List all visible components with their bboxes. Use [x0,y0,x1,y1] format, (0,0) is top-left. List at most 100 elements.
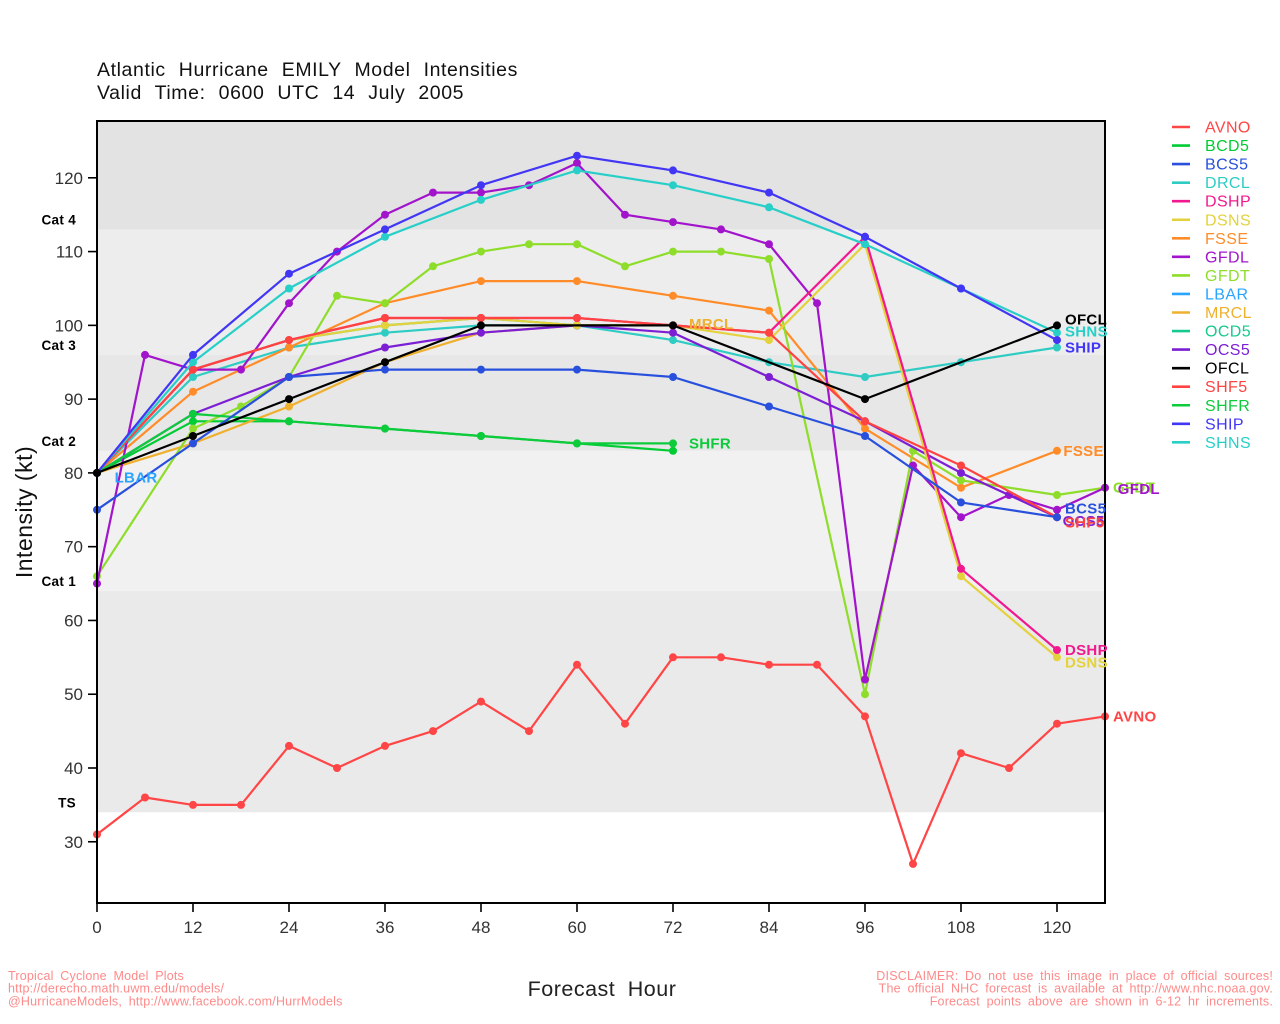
series-AVNO-point [237,800,245,809]
legend-label-DRCL: DRCL [1205,175,1250,192]
series-DRCL-point [861,373,869,381]
model-label-OCS5: OCS5 [1063,513,1105,530]
series-AVNO-point [1005,764,1013,772]
series-SHF5-point [381,314,389,322]
legend-item-OFCL: OFCL [1172,361,1249,378]
legend-item-DSNS: DSNS [1172,212,1251,229]
series-OFCL-point [189,432,197,440]
series-SHFR-point [477,432,485,440]
legend-item-BCD5: BCD5 [1172,138,1249,155]
series-MRCL-point [285,402,293,411]
plot-frame [96,120,1106,904]
legend-item-SHFR: SHFR [1172,398,1250,415]
legend-label-OCS5: OCS5 [1205,342,1250,359]
legend-label-FSSE: FSSE [1205,231,1248,248]
legend-label-BCD5: BCD5 [1205,138,1249,155]
series-OCS5-point [765,373,773,381]
series-FSSE-point [189,387,197,396]
series-GFDL-point [429,188,437,197]
series-AVNO-line [96,656,1106,865]
legend-label-DSNS: DSNS [1205,212,1251,229]
series-SHF5-point [477,314,485,322]
model-label-SHIP: SHIP [1065,339,1101,356]
y-axis-label: Intensity (kt) [11,446,37,578]
series-SHNS-point [189,358,197,367]
series-DSNS-point [765,336,773,345]
series-OCS5-point [381,343,389,352]
series-GFDL-point [957,513,965,522]
legend-item-AVNO: AVNO [1172,120,1251,137]
y-tick-label: 60 [64,611,83,630]
series-DSNS-point [957,572,965,581]
series-GFDT-point [381,299,389,308]
y-tick-label: 50 [64,685,83,704]
series-BCS5-point [957,498,965,507]
legend-item-OCD5: OCD5 [1172,324,1251,341]
x-tick-label: 72 [664,918,683,937]
legend-label-AVNO: AVNO [1205,120,1251,137]
series-DSNS-point [381,321,389,330]
series-AVNO-point [429,727,437,736]
series-DSNS-point [1053,653,1061,662]
series-FSSE-point [477,277,485,286]
series-BCS5-point [381,365,389,374]
series-OCS5-point [669,328,677,337]
x-tick-label: 120 [1043,918,1071,937]
series-AVNO-point [957,749,965,758]
series-SHIP-point [1053,336,1061,345]
y-tick-label: 120 [55,169,83,188]
series-GFDL-point [621,210,629,219]
series-AVNO-point [573,660,581,669]
series-SHIP-point [381,225,389,234]
series-GFDT-point [717,247,725,256]
y-tick-label: 90 [64,390,83,409]
series-BCS5-point [285,373,293,381]
series-BCS5-point [861,432,869,440]
model-label-FSSE: FSSE [1063,443,1103,460]
series-SHNS-point [381,232,389,241]
series-FSSE-point [861,424,869,433]
x-tick-label: 24 [280,918,299,937]
legend-item-OCS5: OCS5 [1172,342,1250,359]
series-SHFR-point [669,439,677,448]
series-AVNO-point [861,712,869,721]
y-tick-label: 110 [56,243,83,262]
legend-label-GFDT: GFDT [1205,268,1250,285]
series-GFDT-point [765,255,773,263]
series-GFDL-point [285,299,293,308]
category-label-ts: TS [58,795,76,810]
y-tick-label: 70 [64,538,83,557]
x-tick-label: 108 [947,918,975,937]
legend-label-SHNS: SHNS [1205,435,1251,452]
series-AVNO-point [765,660,773,669]
series-GFDL-point [717,225,725,234]
legend-item-SHIP: SHIP [1172,416,1244,433]
model-label-AVNO: AVNO [1113,708,1156,725]
model-label-SHF5: SHF5 [1065,514,1105,531]
series-SHF5-point [765,328,773,337]
series-AVNO-point [333,764,341,772]
series-SHIP-point [573,151,581,160]
series-AVNO-point [381,741,389,750]
chart-subtitle: Valid Time: 0600 UTC 14 July 2005 [97,82,464,104]
series-DSHP-point [1053,646,1061,654]
category-label-cat-4: Cat 4 [41,212,76,227]
series-SHNS-point [573,166,581,175]
x-tick-label: 0 [92,918,101,937]
category-label-cat-3: Cat 3 [41,338,76,353]
category-band [97,229,1105,355]
series-BCS5-point [1053,513,1061,522]
series-OFCL-point [285,395,293,404]
series-OCS5-point [957,468,965,477]
y-tick-label: 30 [64,833,83,852]
model-label-MRCL: MRCL [689,316,734,333]
series-GFDT-point [1053,491,1061,499]
series-BCS5-point [765,402,773,411]
category-label-cat-1: Cat 1 [41,574,76,589]
credits-text: Tropical Cyclone Model Plotshttp://derec… [8,969,1273,1008]
model-label-OFCL: OFCL [1065,311,1107,328]
legend-item-BCS5: BCS5 [1172,157,1248,174]
category-band [97,590,1105,813]
series-BCS5-point [189,439,197,448]
